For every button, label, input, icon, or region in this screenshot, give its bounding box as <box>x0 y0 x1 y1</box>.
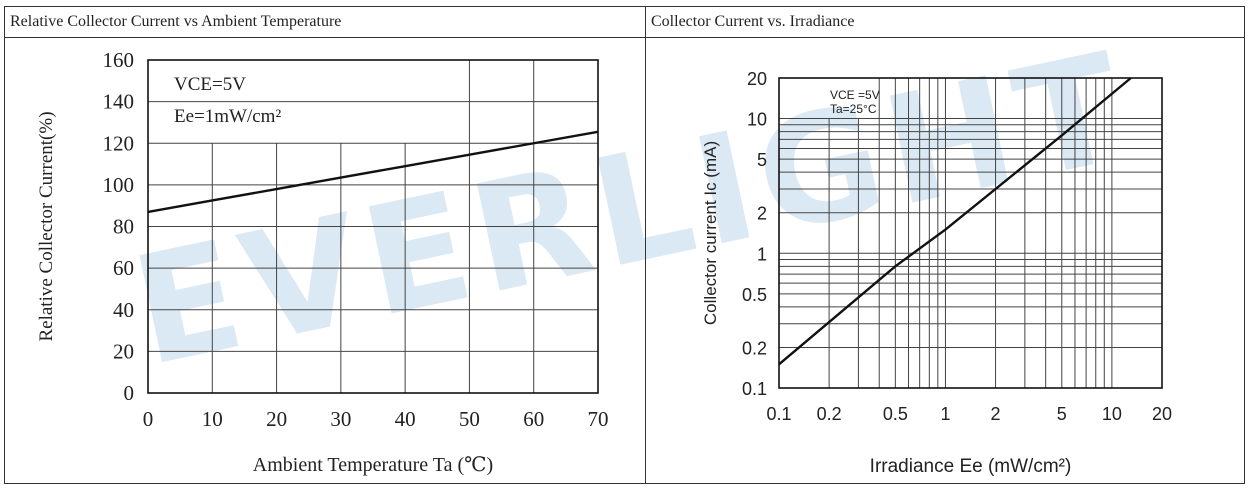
y-tick-label: 5 <box>757 150 767 170</box>
y-tick-label: 0.5 <box>742 285 767 305</box>
x-tick-label: 70 <box>588 407 609 431</box>
x-axis-label: Ambient Temperature Ta (℃) <box>253 454 493 476</box>
x-tick-label: 0 <box>143 407 154 431</box>
x-tick-label: 0.1 <box>766 404 791 424</box>
figure-frame <box>4 6 1245 484</box>
y-tick-label: 0.1 <box>742 379 767 399</box>
plot-frame <box>147 59 599 394</box>
x-tick-label: 40 <box>395 407 416 431</box>
y-tick-label: 0 <box>124 381 135 405</box>
y-tick-label: 120 <box>103 131 135 155</box>
x-tick-label: 20 <box>266 407 287 431</box>
x-tick-label: 50 <box>459 407 480 431</box>
y-tick-label: 0.2 <box>742 338 767 358</box>
y-axis-label: Collector current Ic (mA) <box>701 141 720 325</box>
chart-2-title: Collector Current vs. Irradiance <box>645 6 1245 38</box>
y-tick-label: 10 <box>747 110 767 130</box>
x-tick-label: 5 <box>1057 404 1067 424</box>
x-tick-label: 30 <box>330 407 351 431</box>
annotation-line-2: Ee=1mW/cm² <box>174 106 281 127</box>
relative-current-line <box>147 130 599 214</box>
chart-1-title: Relative Collector Current vs Ambient Te… <box>4 6 645 38</box>
x-axis-label: Irradiance Ee (mW/cm²) <box>870 456 1072 477</box>
y-axis-label: Relative Collector Current(%) <box>36 111 57 341</box>
annotation-line-1: VCE =5V <box>830 88 880 102</box>
x-tick-label: 60 <box>523 407 544 431</box>
x-tick-label: 20 <box>1152 404 1172 424</box>
y-tick-label: 20 <box>113 339 134 363</box>
x-tick-label: 0.2 <box>817 404 842 424</box>
x-tick-label: 1 <box>940 404 950 424</box>
y-tick-label: 100 <box>103 173 135 197</box>
annotation-line-2: Ta=25°C <box>830 102 877 116</box>
y-tick-label: 1 <box>757 244 767 264</box>
x-tick-label: 0.5 <box>883 404 908 424</box>
y-tick-label: 160 <box>103 48 135 72</box>
plot-frame <box>778 77 1163 389</box>
x-tick-label: 2 <box>991 404 1001 424</box>
y-tick-label: 60 <box>113 256 134 280</box>
collector-current-line <box>778 77 1132 366</box>
x-tick-label: 10 <box>202 407 223 431</box>
y-tick-label: 80 <box>113 215 134 239</box>
annotation-line-1: VCE=5V <box>174 74 246 95</box>
y-tick-label: 2 <box>757 204 767 224</box>
panel-divider <box>645 6 646 484</box>
y-tick-label: 20 <box>747 69 767 89</box>
x-tick-label: 10 <box>1102 404 1122 424</box>
y-tick-label: 140 <box>103 90 135 114</box>
y-tick-label: 40 <box>113 298 134 322</box>
